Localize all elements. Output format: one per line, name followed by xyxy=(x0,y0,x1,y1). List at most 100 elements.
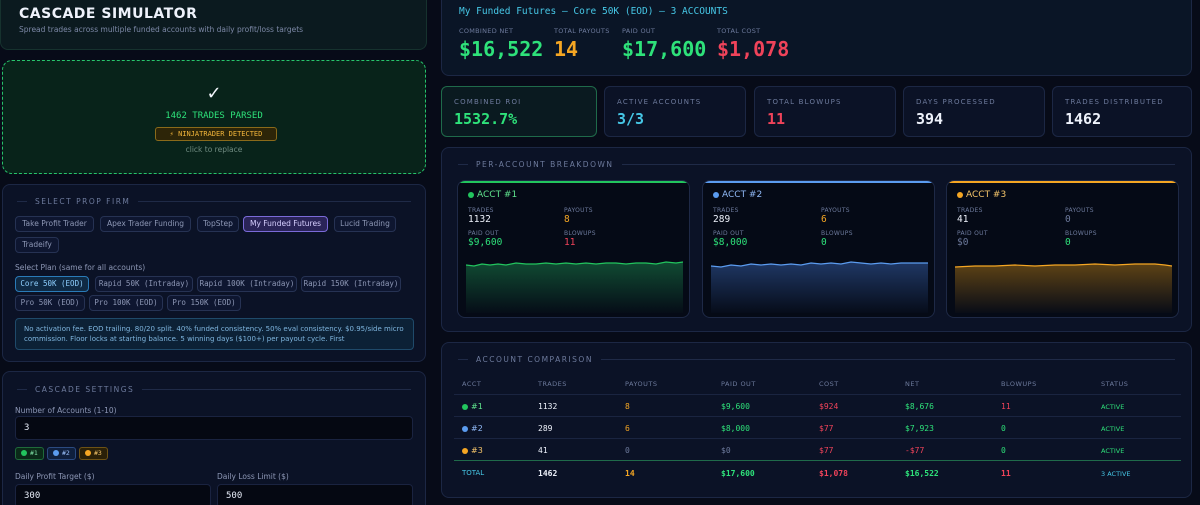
table-cell: $924 xyxy=(819,402,839,411)
stat-active-accounts: ACTIVE ACCOUNTS 3/3 xyxy=(604,86,746,137)
table-cell: $8,676 xyxy=(905,402,934,411)
daily-profit-label: Daily Profit Target ($) xyxy=(15,472,95,481)
account-name: ACCT #3 xyxy=(957,190,1006,200)
table-cell: $7,923 xyxy=(905,424,934,433)
equity-sparkline-1 xyxy=(466,261,683,313)
status-badge: ACTIVE xyxy=(1101,425,1125,433)
col-header-net: NET xyxy=(905,380,920,388)
status-badge: ACTIVE xyxy=(1101,403,1125,411)
summary-title: My Funded Futures — Core 50K (EOD) — 3 A… xyxy=(459,6,728,17)
table-row-acct: #1 xyxy=(462,402,483,411)
plan-label: Select Plan (same for all accounts) xyxy=(15,263,146,272)
table-cell: $77 xyxy=(819,424,834,433)
stat-days-processed: DAYS PROCESSED 394 xyxy=(903,86,1045,137)
col-header-status: STATUS xyxy=(1101,380,1129,388)
table-cell: 1132 xyxy=(538,402,558,411)
table-cell: 14 xyxy=(625,469,635,478)
table-cell: $0 xyxy=(721,446,731,455)
plan-chip-core-50k[interactable]: Core 50K (EOD) xyxy=(15,276,89,292)
table-cell: $8,000 xyxy=(721,424,750,433)
table-cell: 1462 xyxy=(538,469,558,478)
plan-chip-rapid-150k[interactable]: Rapid 150K (Intraday) xyxy=(301,276,401,292)
firm-chip-my-funded-futures[interactable]: My Funded Futures xyxy=(243,216,328,232)
daily-loss-label: Daily Loss Limit ($) xyxy=(217,472,289,481)
app-title: CASCADE SIMULATOR xyxy=(19,6,198,22)
table-cell: 41 xyxy=(538,446,548,455)
status-badge: ACTIVE xyxy=(1101,447,1125,455)
col-header-blowups: BLOWUPS xyxy=(1001,380,1037,388)
num-accounts-label: Number of Accounts (1-10) xyxy=(15,406,117,415)
table-cell: 0 xyxy=(1001,446,1006,455)
col-header-acct: ACCT xyxy=(462,380,482,388)
col-header-payouts: PAYOUTS xyxy=(625,380,658,388)
table-cell: 0 xyxy=(1001,424,1006,433)
table-cell: $16,522 xyxy=(905,469,939,478)
plan-info-box: No activation fee. EOD trailing. 80/20 s… xyxy=(15,318,414,350)
total-payouts-metric: TOTAL PAYOUTS 14 xyxy=(554,27,610,61)
section-title: ACCOUNT COMPARISON xyxy=(458,355,1175,364)
plan-chip-pro-50k[interactable]: Pro 50K (EOD) xyxy=(15,295,85,311)
section-title: SELECT PROP FIRM xyxy=(17,197,411,206)
account-card-3: ACCT #3 TRADES 41 PAYOUTS 0 PAID OUT $0 … xyxy=(946,180,1179,318)
num-accounts-input[interactable]: 3 xyxy=(15,416,413,440)
total-row-label: TOTAL xyxy=(462,469,485,477)
table-cell: 289 xyxy=(538,424,553,433)
plan-chip-pro-100k[interactable]: Pro 100K (EOD) xyxy=(89,295,163,311)
account-chip-1[interactable]: #1 xyxy=(15,447,44,460)
table-row-acct: #3 xyxy=(462,446,483,455)
firm-chip-take-profit-trader[interactable]: Take Profit Trader xyxy=(15,216,94,232)
table-cell: -$77 xyxy=(905,446,925,455)
plan-chip-rapid-50k[interactable]: Rapid 50K (Intraday) xyxy=(95,276,193,292)
total-status: 3 ACTIVE xyxy=(1101,470,1131,478)
paid-out-metric: PAID OUT $17,600 xyxy=(622,27,707,61)
table-cell: $77 xyxy=(819,446,834,455)
plan-chip-rapid-100k[interactable]: Rapid 100K (Intraday) xyxy=(197,276,297,292)
firm-chip-lucid-trading[interactable]: Lucid Trading xyxy=(334,216,396,232)
per-account-breakdown-panel: PER-ACCOUNT BREAKDOWN ACCT #1 TRADES 113… xyxy=(441,147,1192,332)
table-cell: $9,600 xyxy=(721,402,750,411)
account-card-2: ACCT #2 TRADES 289 PAYOUTS 6 PAID OUT $8… xyxy=(702,180,935,318)
equity-sparkline-3 xyxy=(955,263,1172,313)
equity-sparkline-2 xyxy=(711,261,928,313)
stat-combined-roi: COMBINED ROI 1532.7% xyxy=(441,86,597,137)
account-chip-3[interactable]: #3 xyxy=(79,447,108,460)
account-chip-2[interactable]: #2 xyxy=(47,447,76,460)
stat-trades-distributed: TRADES DISTRIBUTED 1462 xyxy=(1052,86,1192,137)
header-panel: CASCADE SIMULATOR Spread trades across m… xyxy=(0,0,427,50)
col-header-cost: COST xyxy=(819,380,839,388)
cascade-settings-panel: CASCADE SETTINGS Number of Accounts (1-1… xyxy=(2,371,426,505)
account-name: ACCT #1 xyxy=(468,190,517,200)
ninjatrader-detected-badge: ⚡ NINJATRADER DETECTED xyxy=(155,127,277,141)
account-name: ACCT #2 xyxy=(713,190,762,200)
firm-chip-apex[interactable]: Apex Trader Funding xyxy=(100,216,191,232)
plan-chip-pro-150k[interactable]: Pro 150K (EOD) xyxy=(167,295,241,311)
table-cell: 0 xyxy=(625,446,630,455)
firm-chip-topstep[interactable]: TopStep xyxy=(197,216,239,232)
table-row-acct: #2 xyxy=(462,424,483,433)
daily-profit-input[interactable]: 300 xyxy=(15,484,211,505)
daily-loss-input[interactable]: 500 xyxy=(217,484,413,505)
account-card-1: ACCT #1 TRADES 1132 PAYOUTS 8 PAID OUT $… xyxy=(457,180,690,318)
stat-total-blowups: TOTAL BLOWUPS 11 xyxy=(754,86,896,137)
prop-firm-panel: SELECT PROP FIRM Take Profit Trader Apex… xyxy=(2,184,426,362)
table-cell: 11 xyxy=(1001,402,1011,411)
col-header-paid-out: PAID OUT xyxy=(721,380,756,388)
trades-parsed-text: 1462 TRADES PARSED xyxy=(165,111,263,121)
file-drop-zone[interactable]: ✓ 1462 TRADES PARSED ⚡ NINJATRADER DETEC… xyxy=(2,60,426,174)
col-header-trades: TRADES xyxy=(538,380,567,388)
section-title: CASCADE SETTINGS xyxy=(17,385,411,394)
section-title: PER-ACCOUNT BREAKDOWN xyxy=(458,160,1175,169)
table-cell: 11 xyxy=(1001,469,1011,478)
click-to-replace-link[interactable]: click to replace xyxy=(185,145,243,154)
table-cell: $17,600 xyxy=(721,469,755,478)
table-cell: 8 xyxy=(625,402,630,411)
table-cell: $1,078 xyxy=(819,469,848,478)
check-icon: ✓ xyxy=(206,83,222,104)
total-cost-metric: TOTAL COST $1,078 xyxy=(717,27,790,61)
combined-net-metric: COMBINED NET $16,522 xyxy=(459,27,544,61)
app-subtitle: Spread trades across multiple funded acc… xyxy=(19,25,304,34)
account-comparison-panel: ACCOUNT COMPARISON ACCT TRADES PAYOUTS P… xyxy=(441,342,1192,498)
table-cell: 6 xyxy=(625,424,630,433)
summary-panel: My Funded Futures — Core 50K (EOD) — 3 A… xyxy=(441,0,1192,76)
firm-chip-tradeify[interactable]: Tradeify xyxy=(15,237,59,253)
